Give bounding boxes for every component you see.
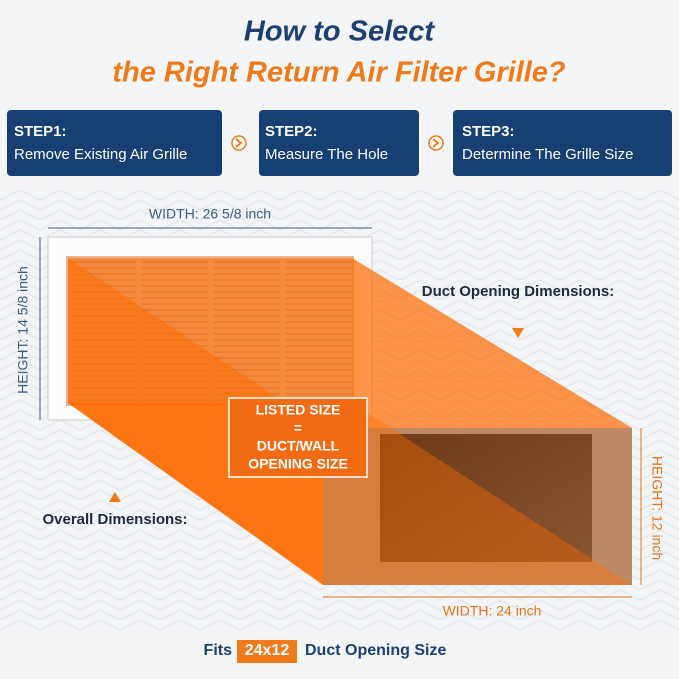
step-box (259, 110, 419, 176)
listed-size-box (228, 397, 368, 478)
grille-width: WIDTH: 26 5/8 inch (149, 206, 271, 222)
footer-text: Duct Opening Size (305, 642, 446, 659)
footer-size: 24x12 (245, 642, 290, 659)
step-label: STEP2: (265, 123, 318, 140)
duct-width: WIDTH: 24 inch (443, 603, 542, 619)
listed-size-text: OPENING SIZE (248, 456, 348, 472)
listed-size-text: = (294, 420, 302, 436)
step-box (453, 110, 672, 176)
projection (68, 258, 632, 585)
listed-size-text: LISTED SIZE (256, 402, 341, 418)
step-text: Remove Existing Air Grille (14, 146, 187, 163)
step-box (7, 110, 222, 176)
grille-caption: Overall Dimensions: (42, 511, 187, 528)
step-text: Determine The Grille Size (462, 146, 633, 163)
duct-caption: Duct Opening Dimensions: (422, 283, 615, 300)
duct-height: HEIGHT: 12 inch (649, 456, 665, 560)
title-line: the Right Return Air Filter Grille? (112, 57, 566, 89)
grille-height: HEIGHT: 14 5/8 inch (15, 266, 31, 394)
footer-highlight (237, 640, 297, 663)
pointer (512, 328, 524, 338)
footer-text: Fits (204, 642, 233, 659)
step-arrow (231, 135, 247, 151)
title-line: How to Select (244, 16, 435, 48)
pointer (109, 492, 121, 502)
step-text: Measure The Hole (265, 146, 388, 163)
step-label: STEP1: (14, 123, 67, 140)
step-label: STEP3: (462, 123, 515, 140)
listed-size-text: DUCT/WALL (257, 438, 340, 454)
step-arrow (428, 135, 444, 151)
